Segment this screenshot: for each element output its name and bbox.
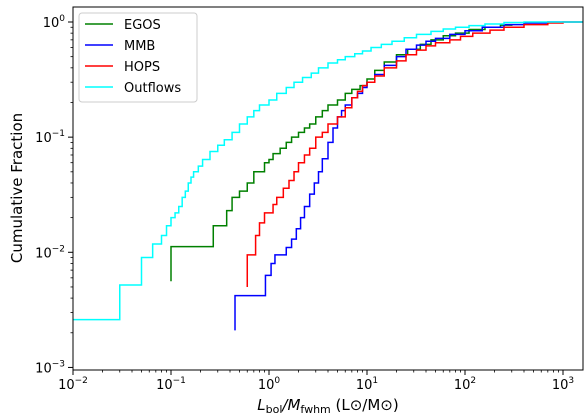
legend-entries: EGOS MMB HOPS Outflows bbox=[85, 18, 181, 96]
y-tick-labels: 10−3 10−2 10−1 100 bbox=[35, 14, 65, 376]
legend-item-hops: HOPS bbox=[85, 60, 160, 75]
x-tick-label: 10−2 bbox=[58, 376, 88, 393]
plot-frame bbox=[72, 6, 584, 371]
series-line-hops bbox=[246, 21, 583, 287]
x-tick-labels: 10−2 10−1 100 101 102 103 bbox=[58, 376, 574, 393]
x-tick-label: 100 bbox=[258, 376, 281, 393]
y-tick-label: 10−3 bbox=[35, 359, 65, 376]
series-layer bbox=[73, 21, 583, 331]
legend-label: MMB bbox=[124, 39, 155, 54]
x-tick-label: 102 bbox=[454, 376, 476, 393]
legend-label: Outflows bbox=[124, 81, 181, 96]
ticks-layer bbox=[68, 21, 564, 375]
legend-label: HOPS bbox=[124, 60, 160, 75]
legend: EGOS MMB HOPS Outflows bbox=[78, 12, 198, 103]
y-tick-label: 100 bbox=[43, 14, 66, 31]
y-tick-label: 10−1 bbox=[35, 129, 65, 146]
legend-item-egos: EGOS bbox=[85, 18, 161, 33]
legend-item-mmb: MMB bbox=[85, 39, 155, 54]
legend-label: EGOS bbox=[124, 18, 161, 33]
x-tick-label: 10−1 bbox=[156, 376, 186, 393]
y-axis-label: Cumulative Fraction bbox=[8, 113, 26, 263]
series-line-outflows bbox=[73, 21, 583, 321]
legend-box bbox=[78, 12, 198, 103]
x-tick-label: 101 bbox=[356, 376, 378, 393]
series-line-egos bbox=[170, 24, 513, 282]
y-tick-label: 10−2 bbox=[35, 244, 65, 261]
x-axis-label: Lbol/Mfwhm (L⊙/M⊙) bbox=[257, 396, 398, 416]
legend-item-outflows: Outflows bbox=[85, 81, 181, 96]
x-tick-label: 103 bbox=[552, 376, 574, 393]
